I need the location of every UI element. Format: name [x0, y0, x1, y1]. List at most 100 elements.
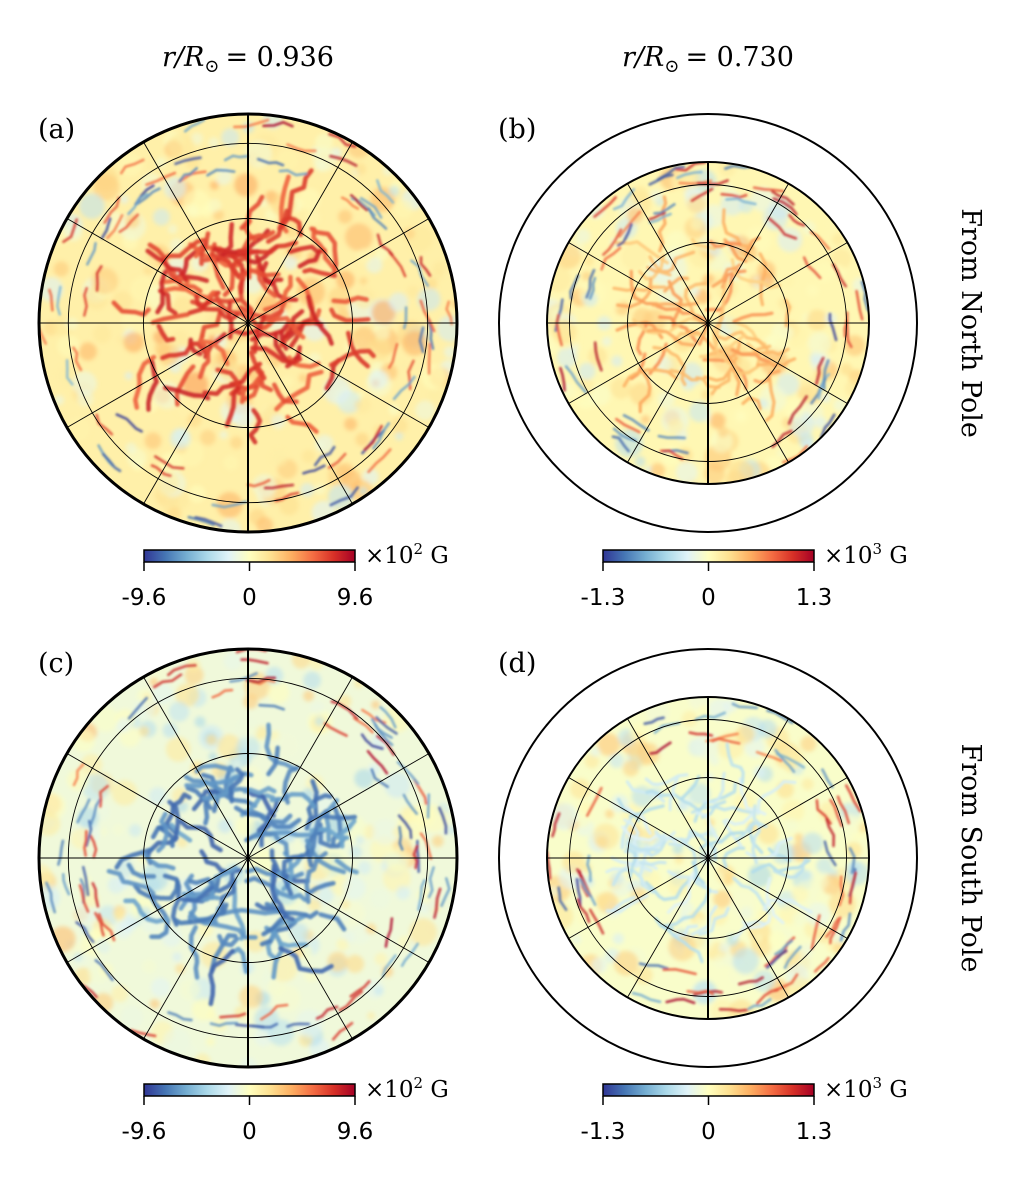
- field-patch: [736, 411, 746, 421]
- field-lane: [669, 368, 699, 382]
- field-filament: [593, 341, 603, 372]
- field-filament: [690, 187, 714, 202]
- field-filament: [260, 1003, 289, 1021]
- field-patch: [584, 754, 600, 769]
- field-filament: [97, 912, 116, 942]
- field-filament: [251, 1022, 279, 1029]
- grid-spoke: [247, 322, 430, 428]
- field-patch: [170, 329, 190, 350]
- field-patch: [550, 803, 578, 831]
- field-patch: [278, 495, 299, 516]
- unit-suffix: G: [882, 1077, 908, 1103]
- field-filament: [659, 449, 684, 461]
- field-lane: [732, 920, 766, 941]
- field-patch: [112, 824, 124, 836]
- grid-spoke: [247, 857, 430, 963]
- field-lane: [652, 345, 687, 386]
- field-filament: [767, 217, 798, 240]
- field-lane: [111, 300, 151, 317]
- field-lane: [232, 885, 247, 941]
- colorbar-tick-label: 9.6: [337, 1119, 374, 1145]
- field-patch: [415, 400, 435, 421]
- field-patch: [39, 277, 64, 302]
- field-filament: [89, 834, 98, 859]
- field-patch: [350, 924, 371, 945]
- field-lane: [279, 321, 290, 351]
- field-lane: [188, 242, 241, 268]
- field-patch: [634, 965, 653, 985]
- field-lane: [724, 812, 755, 826]
- field-lane: [334, 858, 359, 875]
- field-patch: [300, 482, 315, 497]
- field-patch: [674, 854, 684, 865]
- grid-spoke: [568, 242, 709, 324]
- field-patch: [234, 715, 259, 740]
- colorbar-tick-label: -9.6: [122, 1119, 167, 1145]
- outer-boundary: [498, 648, 918, 1068]
- field-filament: [167, 664, 197, 677]
- field-filament: [418, 326, 425, 354]
- field-patch: [681, 710, 698, 727]
- field-lane: [180, 885, 215, 903]
- field-filament: [278, 169, 308, 177]
- field-lane: [764, 376, 776, 422]
- field-filament: [246, 478, 271, 488]
- field-patch: [79, 193, 105, 219]
- field-lane: [713, 330, 769, 351]
- field-patch: [298, 373, 308, 383]
- field-filament: [286, 1022, 311, 1028]
- field-filament: [75, 921, 95, 944]
- field-filament: [127, 192, 149, 216]
- field-filament: [315, 1005, 339, 1020]
- field-lane: [612, 285, 667, 293]
- field-filament: [313, 445, 336, 467]
- field-patch: [230, 436, 243, 450]
- field-patch: [755, 934, 764, 943]
- field-filament: [363, 425, 383, 451]
- field-patch: [846, 841, 862, 858]
- field-lane: [217, 933, 240, 948]
- colorbar-gradient: [143, 549, 356, 563]
- field-lane: [751, 804, 761, 865]
- field-lane: [307, 778, 319, 824]
- field-filament: [616, 223, 633, 247]
- row-label-north: From North Pole: [955, 208, 986, 438]
- field-lane: [244, 788, 276, 818]
- field-patch: [138, 726, 150, 737]
- field-filament: [836, 795, 850, 825]
- field-lane: [756, 780, 797, 816]
- field-lane: [673, 332, 708, 342]
- field-filament: [755, 750, 783, 763]
- field-filament: [329, 154, 358, 167]
- field-lane: [194, 294, 240, 322]
- field-patch: [740, 906, 753, 920]
- field-filament: [349, 980, 371, 998]
- field-patch: [844, 335, 866, 357]
- field-patch: [547, 902, 574, 931]
- field-lane: [772, 857, 808, 879]
- panel-c: (c) -9.6 0 9.6 ×102 G: [37, 647, 459, 1145]
- colorbar-tick-label: 0: [242, 585, 257, 611]
- field-patch: [182, 189, 211, 218]
- field-filament: [643, 716, 665, 725]
- field-lane: [668, 776, 679, 812]
- field-lane: [767, 847, 791, 863]
- field-lane: [162, 873, 182, 927]
- field-map: [39, 114, 457, 532]
- field-filament: [145, 171, 177, 186]
- field-lane: [302, 267, 338, 279]
- field-filament: [359, 197, 383, 219]
- field-filament: [551, 812, 561, 838]
- field-patch: [93, 174, 120, 201]
- field-filament: [440, 877, 451, 907]
- field-lane: [269, 863, 295, 922]
- unit-exponent: 3: [873, 1074, 883, 1092]
- grid-spoke: [66, 857, 249, 963]
- field-patch: [816, 857, 833, 874]
- field-patch: [801, 778, 814, 791]
- field-filament: [648, 211, 666, 221]
- field-lane: [262, 315, 306, 340]
- field-patch: [667, 418, 684, 435]
- field-patch: [80, 753, 103, 776]
- field-patch: [120, 1005, 144, 1029]
